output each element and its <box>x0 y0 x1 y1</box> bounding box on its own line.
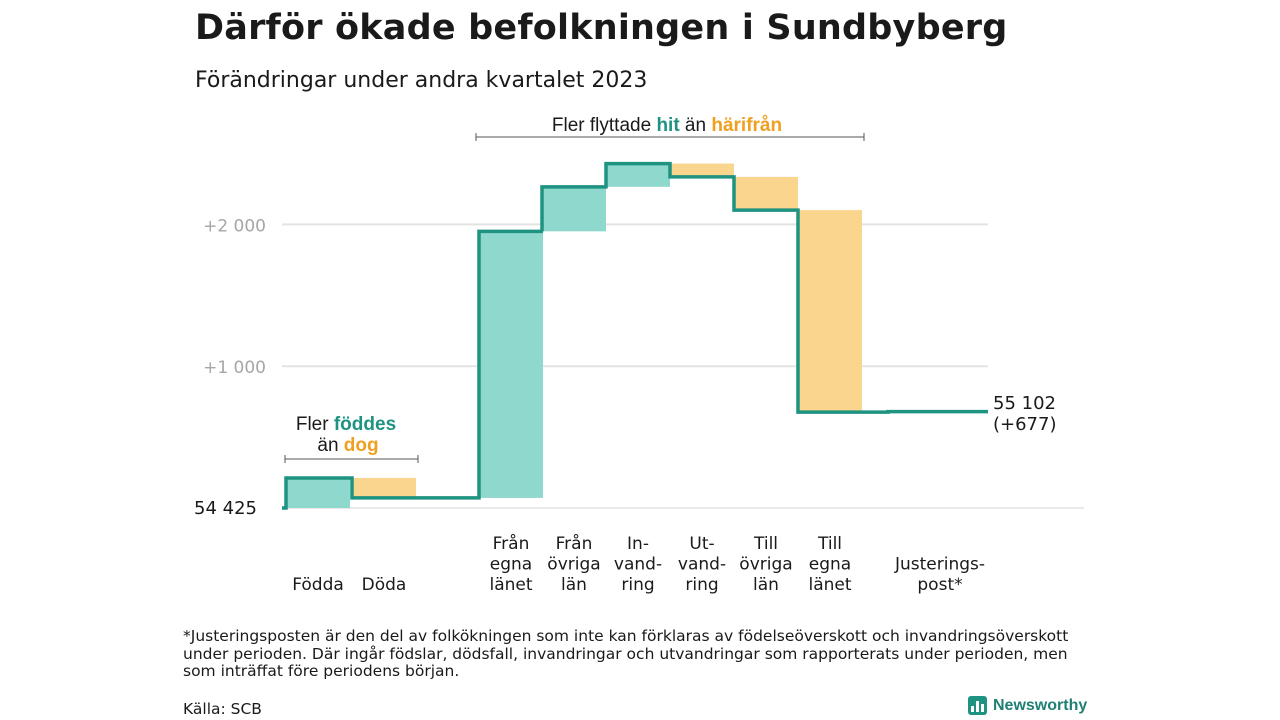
chart-subtitle: Förändringar under andra kvartalet 2023 <box>195 68 648 93</box>
cumulative-step-line <box>282 161 988 510</box>
category-label: vand- <box>678 555 726 575</box>
category-label: Födda <box>292 575 344 595</box>
migration-annotation: Fler flyttade hit än härifrån <box>552 115 782 136</box>
waterfall-bar <box>606 163 670 187</box>
category-label: ring <box>621 575 654 595</box>
births-annotation-line1: Fler föddes <box>296 414 396 435</box>
category-label: länet <box>808 575 851 595</box>
category-label: Till <box>817 534 842 554</box>
category-label: egna <box>490 555 532 575</box>
brand-name: Newsworthy <box>993 696 1088 714</box>
category-label: län <box>753 575 779 595</box>
source-note: Källa: SCB <box>183 700 262 718</box>
end-value-label: 55 102 <box>993 393 1056 414</box>
category-label: post* <box>917 575 962 595</box>
waterfall-bar <box>286 477 350 508</box>
waterfall-bar <box>542 186 606 232</box>
waterfall-bar <box>352 477 416 498</box>
waterfall-bar <box>798 210 862 413</box>
chart-title: Därför ökade befolkningen i Sundbyberg <box>195 8 1008 48</box>
category-label: län <box>561 575 587 595</box>
category-label: övriga <box>547 555 600 575</box>
category-label: In- <box>627 534 649 554</box>
category-label: Från <box>556 533 593 554</box>
category-label: Till <box>753 534 778 554</box>
category-label: övriga <box>739 555 792 575</box>
waterfall-bar <box>734 176 798 211</box>
category-label: ring <box>685 575 718 595</box>
start-value-label: 54 425 <box>194 498 257 519</box>
category-label: vand- <box>614 555 662 575</box>
end-change-label: (+677) <box>993 414 1056 435</box>
brand-logo: Newsworthy <box>968 696 1087 715</box>
waterfall-bar <box>479 231 543 498</box>
waterfall-bar <box>670 163 734 177</box>
births-annotation-line2: än dog <box>317 435 378 456</box>
bar-chart-icon <box>968 696 987 715</box>
y-tick-label: +1 000 <box>203 358 266 378</box>
category-label: länet <box>489 575 532 595</box>
category-label: egna <box>809 555 851 575</box>
y-tick-label: +2 000 <box>203 216 266 236</box>
footnote: *Justeringsposten är den del av folkökni… <box>183 627 1069 680</box>
category-label: Döda <box>362 575 407 595</box>
category-label: Ut- <box>689 534 714 554</box>
category-label: Justerings- <box>894 555 985 575</box>
category-label: Från <box>493 533 530 554</box>
